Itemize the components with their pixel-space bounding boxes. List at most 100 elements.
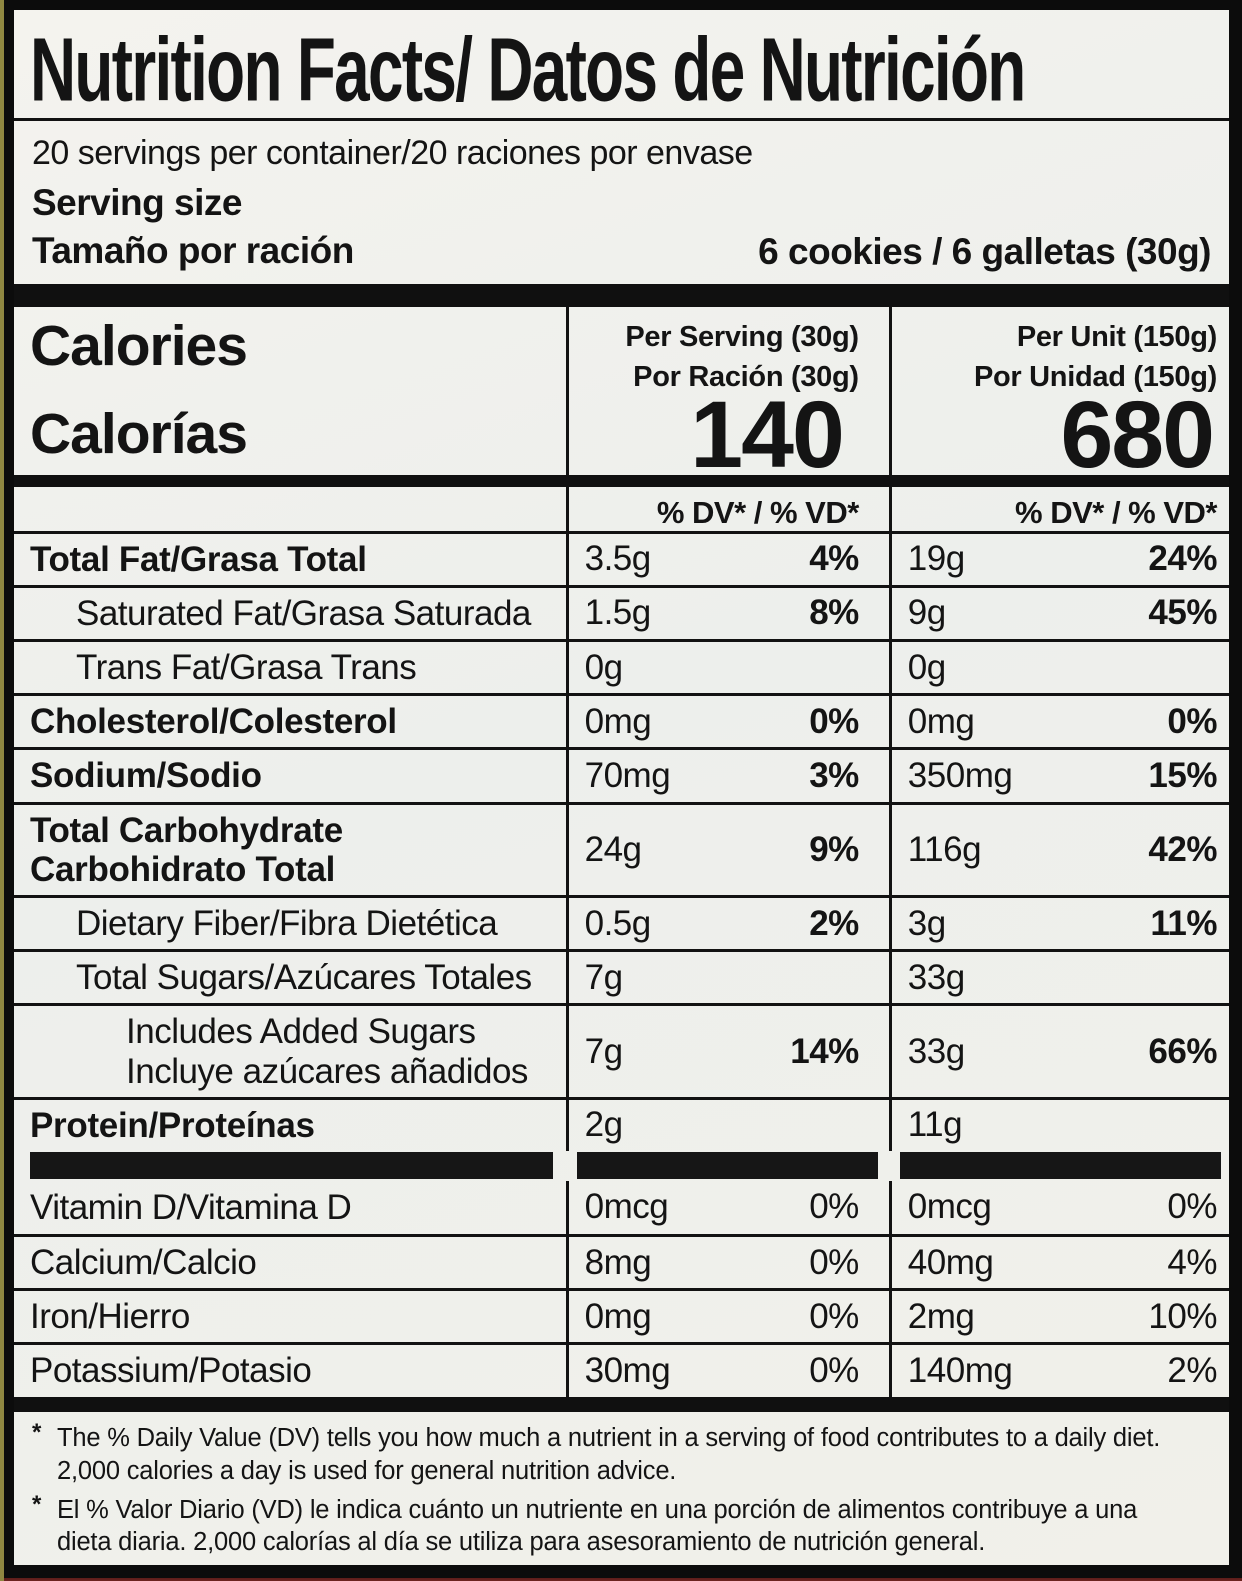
per-unit-amount: 33g bbox=[907, 1031, 965, 1071]
nutrient-row: Trans Fat/Grasa Trans 0g 0g bbox=[14, 639, 1229, 694]
footnote-en: * The % Daily Value (DV) tells you how m… bbox=[32, 1419, 1209, 1486]
calories-per-serving-value: 140 bbox=[690, 382, 845, 489]
serving-size-value: 6 cookies / 6 galletas (30g) bbox=[758, 230, 1211, 272]
footnote-en-line1: The % Daily Value (DV) tells you how muc… bbox=[57, 1424, 1161, 1453]
nutrient-row: Dietary Fiber/Fibra Dietética 0.5g 2% 3g… bbox=[14, 895, 1229, 950]
nutrition-label: Nutrition Facts/ Datos de Nutrición 20 s… bbox=[14, 10, 1229, 1565]
section-divider-thick-bar bbox=[14, 283, 1229, 307]
nutrient-name: Saturated Fat/Grasa Saturada bbox=[14, 588, 566, 639]
per-serving-header: Per Serving (30g) Por Ración (30g) bbox=[569, 317, 889, 397]
per-unit-cell: 40mg 4% bbox=[888, 1236, 1229, 1289]
nutrient-row: Total Sugars/Azúcares Totales 7g 33g bbox=[14, 949, 1229, 1004]
nutrient-name-line1: Dietary Fiber/Fibra Dietética bbox=[76, 904, 498, 944]
segmented-bar-middle bbox=[576, 1152, 878, 1180]
per-unit-header-es: Por Unidad (150g) bbox=[973, 360, 1217, 393]
per-unit-cell: 0g bbox=[888, 642, 1229, 694]
per-unit-amount: 0g bbox=[907, 647, 946, 687]
per-unit-cell: 3g 11% bbox=[888, 898, 1229, 950]
title-divider bbox=[14, 117, 1229, 122]
per-unit-cell: 0mg 0% bbox=[888, 696, 1229, 748]
per-serving-dv: 0% bbox=[809, 701, 859, 741]
per-serving-amount: 24g bbox=[584, 829, 642, 869]
vitamin-name-line1: Calcium/Calcio bbox=[30, 1242, 257, 1282]
nutrient-name-line1: Trans Fat/Grasa Trans bbox=[76, 648, 417, 688]
per-unit-amount: 40mg bbox=[907, 1242, 994, 1282]
per-serving-dv: 9% bbox=[809, 829, 859, 869]
nutrient-name: Cholesterol/Colesterol bbox=[14, 696, 566, 747]
per-unit-amount: 116g bbox=[907, 829, 982, 869]
nutrient-name-line1: Includes Added Sugars bbox=[126, 1012, 476, 1052]
calories-labels: Calories Calorías bbox=[14, 307, 566, 476]
per-serving-cell: 70mg 3% bbox=[565, 750, 889, 802]
per-unit-dv: 0% bbox=[1167, 701, 1217, 741]
per-unit-dv: 11% bbox=[1150, 903, 1217, 943]
dv-header-unit: % DV* / % VD* bbox=[888, 486, 1229, 531]
calories-per-unit-value: 680 bbox=[1060, 382, 1215, 489]
per-unit-dv: 4% bbox=[1167, 1242, 1217, 1282]
per-serving-header-en: Per Serving (30g) bbox=[625, 320, 859, 353]
per-unit-amount: 11g bbox=[907, 1105, 963, 1145]
per-unit-dv: 45% bbox=[1148, 593, 1217, 633]
vitamin-name-line1: Iron/Hierro bbox=[30, 1297, 190, 1337]
segmented-bar-right bbox=[899, 1152, 1221, 1180]
per-unit-dv: 2% bbox=[1167, 1350, 1217, 1390]
per-unit-dv: 42% bbox=[1148, 829, 1217, 869]
per-serving-cell: 7g bbox=[565, 952, 889, 1004]
vitamin-name: Iron/Hierro bbox=[14, 1291, 566, 1342]
per-serving-cell: 0mcg 0% bbox=[565, 1180, 889, 1234]
vitamin-row: Iron/Hierro 0mg 0% 2mg 10% bbox=[14, 1288, 1229, 1343]
per-serving-amount: 7g bbox=[584, 1031, 623, 1071]
per-serving-amount: 30mg bbox=[584, 1350, 671, 1390]
per-unit-header-en: Per Unit (150g) bbox=[1016, 320, 1217, 353]
per-serving-cell: 0mg 0% bbox=[565, 1291, 889, 1343]
serving-size-row: Serving size Tamaño por ración 6 cookies… bbox=[32, 179, 1211, 274]
per-serving-cell: 7g 14% bbox=[565, 1006, 889, 1097]
nutrient-name: Sodium/Sodio bbox=[14, 750, 566, 801]
serving-size-label-en: Serving size bbox=[32, 182, 242, 224]
calories-per-unit-column: Per Unit (150g) Por Unidad (150g) 680 bbox=[888, 306, 1229, 489]
calories-label-en: Calories bbox=[30, 313, 248, 378]
nutrient-name: Total Carbohydrate Carbohidrato Total bbox=[14, 805, 566, 895]
dv-header-serving: % DV* / % VD* bbox=[565, 486, 889, 531]
footnotes: * The % Daily Value (DV) tells you how m… bbox=[14, 1412, 1229, 1565]
per-serving-header-es: Por Ración (30g) bbox=[633, 360, 859, 393]
nutrient-name-line1: Protein/Proteínas bbox=[30, 1105, 315, 1145]
nutrient-row: Total Carbohydrate Carbohidrato Total 24… bbox=[14, 801, 1229, 896]
daily-value-header-row: % DV* / % VD* % DV* / % VD* bbox=[14, 486, 1229, 531]
per-serving-amount: 0.5g bbox=[584, 903, 652, 943]
per-unit-amount: 2mg bbox=[907, 1296, 975, 1336]
servings-per-container: 20 servings per container/20 raciones po… bbox=[32, 134, 753, 173]
nutrient-name: Total Fat/Grasa Total bbox=[14, 534, 566, 585]
serving-size-labels: Serving size Tamaño por ración bbox=[32, 179, 354, 274]
footnote-divider-bar bbox=[14, 1396, 1229, 1413]
vitamin-name-line1: Vitamin D/Vitamina D bbox=[30, 1187, 352, 1227]
calories-section: Calories Calorías Per Serving (30g) Por … bbox=[14, 306, 1229, 489]
per-serving-dv: 4% bbox=[809, 539, 859, 579]
footnote-es: * El % Valor Diario (VD) le indica cuánt… bbox=[32, 1491, 1209, 1558]
footnote-asterisk: * bbox=[32, 1490, 42, 1518]
segmented-divider-bar-row bbox=[14, 1151, 1229, 1181]
per-serving-amount: 8mg bbox=[584, 1242, 652, 1282]
per-serving-cell: 0.5g 2% bbox=[565, 898, 889, 950]
per-serving-cell: 0mg 0% bbox=[565, 696, 889, 748]
nutrient-row: Total Fat/Grasa Total 3.5g 4% 19g 24% bbox=[14, 530, 1229, 585]
vitamin-name: Potassium/Potasio bbox=[14, 1345, 566, 1396]
dv-header-spacer bbox=[14, 487, 566, 531]
nutrient-name: Total Sugars/Azúcares Totales bbox=[14, 952, 566, 1003]
nutrient-row: Saturated Fat/Grasa Saturada 1.5g 8% 9g … bbox=[14, 584, 1229, 640]
per-serving-dv: 8% bbox=[809, 593, 859, 633]
per-unit-amount: 33g bbox=[907, 957, 965, 997]
vitamin-rows: Vitamin D/Vitamina D 0mcg 0% 0mcg 0% Cal… bbox=[14, 1180, 1229, 1397]
nutrient-name-line1: Cholesterol/Colesterol bbox=[30, 702, 397, 742]
per-serving-amount: 70mg bbox=[584, 756, 671, 796]
calories-divider-bar bbox=[14, 475, 1229, 487]
per-unit-cell: 33g bbox=[888, 952, 1229, 1004]
per-serving-cell: 1.5g 8% bbox=[565, 587, 889, 640]
per-unit-amount: 0mcg bbox=[907, 1187, 992, 1227]
per-unit-cell: 140mg 2% bbox=[888, 1345, 1229, 1397]
per-serving-amount: 0mg bbox=[584, 1296, 652, 1336]
per-unit-amount: 9g bbox=[907, 593, 946, 633]
per-unit-dv: 66% bbox=[1148, 1031, 1217, 1071]
per-serving-amount: 3.5g bbox=[584, 539, 652, 579]
